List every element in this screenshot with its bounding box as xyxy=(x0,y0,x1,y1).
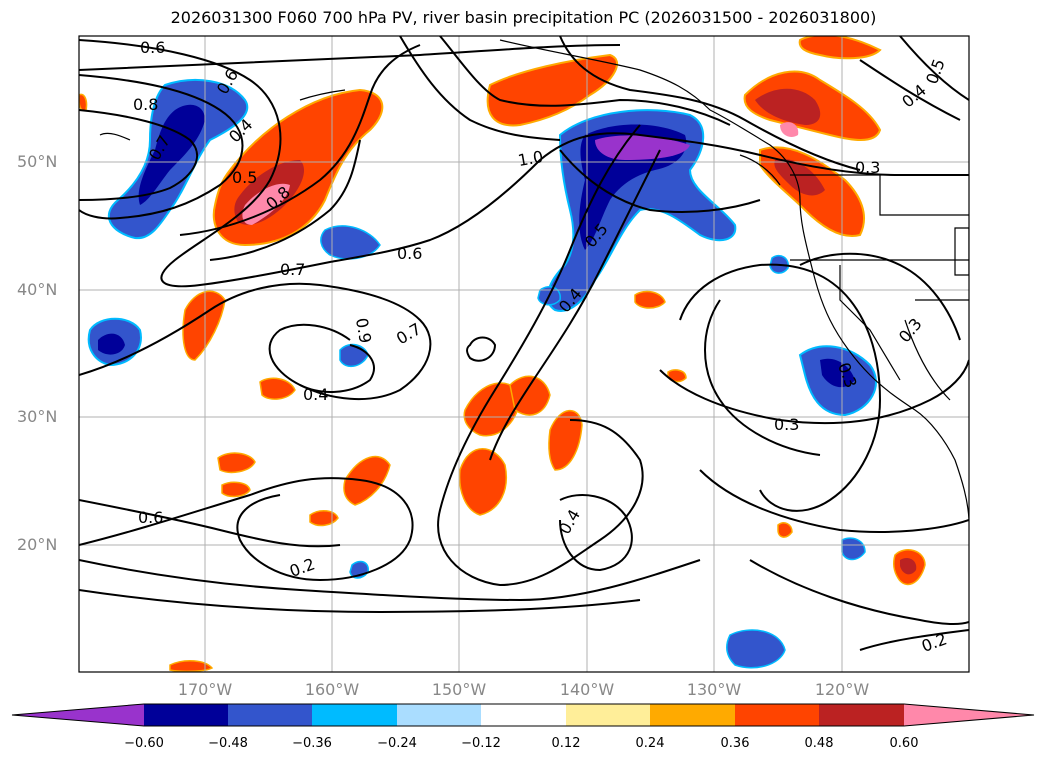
colorbar-outline xyxy=(11,703,1035,727)
colorbar-cell xyxy=(312,704,397,726)
map-frame xyxy=(78,35,970,673)
contour-label: 0.4 xyxy=(555,506,584,538)
colorbar-cell xyxy=(397,704,481,726)
colorbar-cell xyxy=(650,704,735,726)
colorbar-cell xyxy=(481,704,566,726)
graticule xyxy=(79,36,969,672)
colorbar-tick-label: −0.36 xyxy=(292,736,332,751)
colorbar-cell xyxy=(819,704,904,726)
lon-label: 140°W xyxy=(559,680,615,699)
pv-contours xyxy=(79,36,969,651)
lat-label: 20°N xyxy=(17,535,58,554)
colorbar-tick-label: 0.60 xyxy=(889,736,919,751)
coastlines xyxy=(99,39,969,521)
contour-label: 0.3 xyxy=(774,415,799,434)
map-title: 2026031300 F060 700 hPa PV, river basin … xyxy=(170,8,877,27)
contour-label: 1.0 xyxy=(516,147,544,170)
contour-label: 0.4 xyxy=(303,385,328,404)
colorbar-tick-label: −0.60 xyxy=(124,736,164,751)
contour-label: 0.7 xyxy=(393,319,425,348)
lon-label: 120°W xyxy=(814,680,870,699)
lat-label: 40°N xyxy=(17,280,58,299)
contour-label: 0.6 xyxy=(397,244,422,263)
colorbar-tick-label: 0.36 xyxy=(720,736,750,751)
colorbar xyxy=(11,703,1035,727)
colorbar-cell xyxy=(904,704,1034,726)
contour-label: 0.2 xyxy=(287,554,317,581)
precipitation-shading xyxy=(79,36,926,672)
lon-label: 130°W xyxy=(686,680,742,699)
contour-label: 0.6 xyxy=(138,508,163,527)
colorbar-tick-label: 0.24 xyxy=(635,736,665,751)
colorbar-tick-label: −0.24 xyxy=(377,736,417,751)
lon-label: 170°W xyxy=(177,680,233,699)
colorbar-tick-label: −0.48 xyxy=(208,736,248,751)
colorbar-cell xyxy=(735,704,819,726)
contour-label: 0.4 xyxy=(898,80,930,111)
lat-label: 50°N xyxy=(17,152,58,171)
colorbar-tick-label: −0.12 xyxy=(461,736,501,751)
contour-label: 0.3 xyxy=(855,158,880,177)
colorbar-cell xyxy=(228,704,312,726)
colorbar-tick-label: 0.12 xyxy=(551,736,581,751)
contour-label: 0.7 xyxy=(280,260,305,279)
contour-label: 0.3 xyxy=(895,314,926,346)
colorbar-cell xyxy=(566,704,650,726)
contour-label: 0.6 xyxy=(140,38,165,57)
contour-label: 0.5 xyxy=(232,168,257,187)
lat-label: 30°N xyxy=(17,407,58,426)
lon-label: 160°W xyxy=(304,680,360,699)
colorbar-cell xyxy=(144,704,228,726)
contour-label: 0.9 xyxy=(352,316,375,344)
lon-label: 150°W xyxy=(431,680,487,699)
colorbar-tick-label: 0.48 xyxy=(804,736,834,751)
contour-label: 0.8 xyxy=(133,95,158,114)
colorbar-cell xyxy=(12,704,144,726)
